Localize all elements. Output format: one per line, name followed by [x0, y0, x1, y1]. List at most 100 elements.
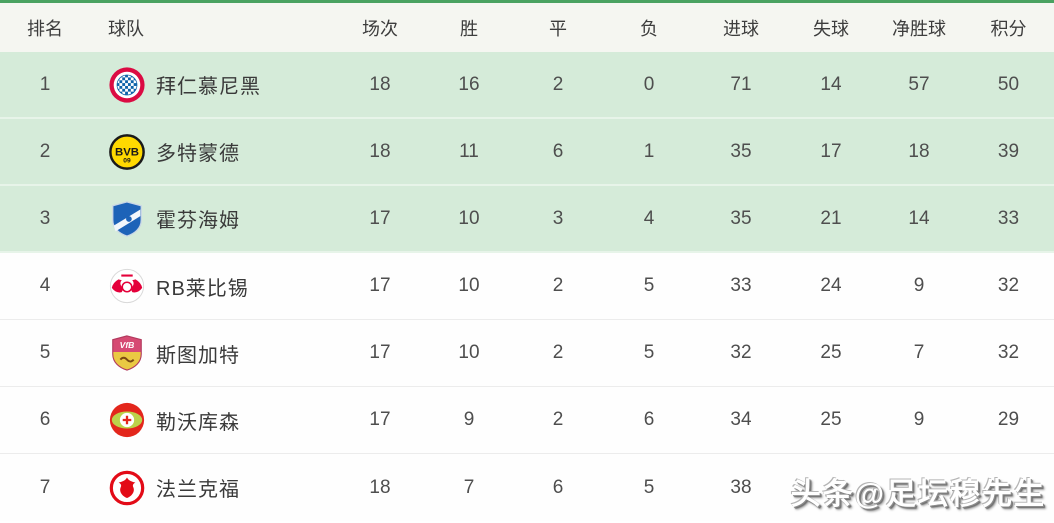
table-row: 3 霍芬海姆 17 10 3 4 35 21 14 33 [0, 186, 1054, 253]
cell-goal_diff: 57 [908, 73, 930, 95]
cell-lost: 1 [643, 140, 655, 162]
cell-goal_diff: 9 [913, 409, 925, 430]
header-cell-won: 胜 [460, 18, 478, 39]
team-name: 多特蒙德 [156, 143, 240, 165]
cell-played: 17 [369, 207, 391, 229]
team-name: 法兰克福 [156, 479, 240, 501]
cell-played: 17 [369, 409, 391, 430]
cell-rank: 7 [39, 476, 51, 498]
team-name: 拜仁慕尼黑 [156, 76, 261, 98]
cell-won: 11 [459, 140, 479, 162]
table-row: 6 勒沃库森 17 9 2 6 34 25 9 29 [0, 387, 1054, 454]
frankfurt-logo [108, 469, 146, 507]
header-cell-drawn: 平 [549, 18, 567, 39]
cell-goals_for: 34 [730, 409, 752, 430]
table-row: 7 法兰克福 18 7 6 5 38 [0, 454, 1054, 521]
cell-rank: 1 [39, 73, 51, 95]
cell-team: 勒沃库森 [90, 401, 335, 439]
cell-drawn: 2 [552, 73, 564, 95]
cell-team: RB莱比锡 [90, 267, 335, 305]
cell-drawn: 2 [552, 409, 564, 430]
cell-played: 17 [369, 342, 391, 363]
header-cell-goal_diff: 净胜球 [892, 18, 946, 39]
cell-drawn: 3 [552, 207, 564, 229]
cell-rank: 5 [39, 342, 51, 363]
cell-rank: 3 [39, 207, 51, 229]
cell-team: 法兰克福 [90, 469, 335, 507]
team-name: 勒沃库森 [156, 411, 240, 434]
cell-drawn: 2 [552, 275, 564, 296]
cell-won: 10 [458, 275, 480, 296]
header-cell-lost: 负 [640, 18, 658, 39]
cell-goals_against: 14 [820, 73, 842, 95]
cell-lost: 6 [643, 409, 655, 430]
cell-lost: 0 [643, 73, 655, 95]
cell-points: 32 [997, 342, 1020, 363]
cell-won: 10 [458, 342, 480, 363]
header-cell-goals_for: 进球 [723, 18, 759, 39]
cell-lost: 5 [643, 342, 655, 363]
cell-goals_for: 38 [730, 476, 752, 498]
cell-won: 7 [463, 476, 475, 498]
cell-goal_diff: 9 [913, 275, 925, 296]
stuttgart-logo: VfB [108, 334, 146, 372]
cell-goals_against: 17 [820, 140, 842, 162]
cell-lost: 5 [643, 476, 655, 498]
top-accent-bar [0, 0, 1054, 3]
cell-won: 9 [463, 409, 475, 430]
leverkusen-logo [108, 401, 146, 439]
table-row: 4 RB莱比锡 17 10 2 5 33 24 9 32 [0, 253, 1054, 320]
cell-goals_against: 25 [820, 342, 842, 363]
bayern-munich-logo [108, 66, 146, 104]
table-header-row: 排名 球队 场次 胜 平 负 进球 失球 净胜球 积分 [0, 3, 1054, 52]
rb-leipzig-logo [108, 267, 146, 305]
table-row: 5 VfB 斯图加特 17 10 2 5 32 25 7 32 [0, 320, 1054, 387]
cell-goals_against: 24 [820, 275, 842, 296]
cell-rank: 2 [39, 140, 51, 162]
cell-goals_for: 32 [730, 342, 752, 363]
cell-goals_for: 71 [730, 73, 752, 95]
cell-played: 17 [369, 275, 391, 296]
hoffenheim-logo [108, 200, 146, 238]
cell-goals_against: 21 [820, 207, 842, 229]
cell-points: 33 [997, 207, 1020, 229]
cell-team: 霍芬海姆 [90, 200, 335, 238]
table-row: 2 BVB 09 多特蒙德 18 11 6 1 35 17 18 39 [0, 119, 1054, 186]
cell-played: 18 [369, 140, 391, 162]
team-name: 霍芬海姆 [156, 210, 240, 232]
cell-goals_against: 25 [820, 409, 842, 430]
cell-rank: 4 [39, 275, 51, 296]
cell-goal_diff: 18 [908, 140, 930, 162]
cell-drawn: 6 [552, 476, 564, 498]
svg-text:BVB: BVB [115, 146, 139, 158]
table-row: 1 拜仁慕尼黑 18 16 2 0 71 14 57 50 [0, 52, 1054, 119]
cell-goals_for: 35 [730, 207, 752, 229]
header-cell-goals_against: 失球 [813, 18, 849, 39]
header-cell-played: 场次 [362, 18, 398, 39]
cell-points: 50 [997, 73, 1020, 95]
cell-lost: 4 [643, 207, 655, 229]
cell-goals_for: 35 [730, 140, 752, 162]
header-cell-team: 球队 [108, 18, 144, 39]
header-cell-points: 积分 [990, 18, 1027, 39]
cell-won: 16 [458, 73, 480, 95]
dortmund-logo: BVB 09 [108, 133, 146, 171]
cell-team: VfB 斯图加特 [90, 334, 335, 372]
team-name: RB莱比锡 [156, 277, 249, 300]
cell-goal_diff: 14 [908, 207, 930, 229]
svg-text:VfB: VfB [120, 340, 135, 350]
header-cell-rank: 排名 [27, 18, 63, 39]
svg-text:09: 09 [123, 157, 131, 164]
table-body: 1 拜仁慕尼黑 18 16 2 0 71 14 57 50 2 BVB 09 多特蒙德 18 11 6 1 35 17… [0, 52, 1054, 521]
cell-played: 18 [369, 476, 391, 498]
cell-won: 10 [458, 207, 480, 229]
cell-rank: 6 [39, 409, 51, 430]
cell-points: 32 [997, 275, 1020, 296]
cell-drawn: 2 [552, 342, 564, 363]
cell-goal_diff: 7 [913, 342, 925, 363]
cell-points: 39 [997, 140, 1020, 162]
cell-lost: 5 [643, 275, 655, 296]
team-name: 斯图加特 [156, 344, 240, 367]
watermark: 头条@足坛穆先生 [790, 478, 1046, 511]
